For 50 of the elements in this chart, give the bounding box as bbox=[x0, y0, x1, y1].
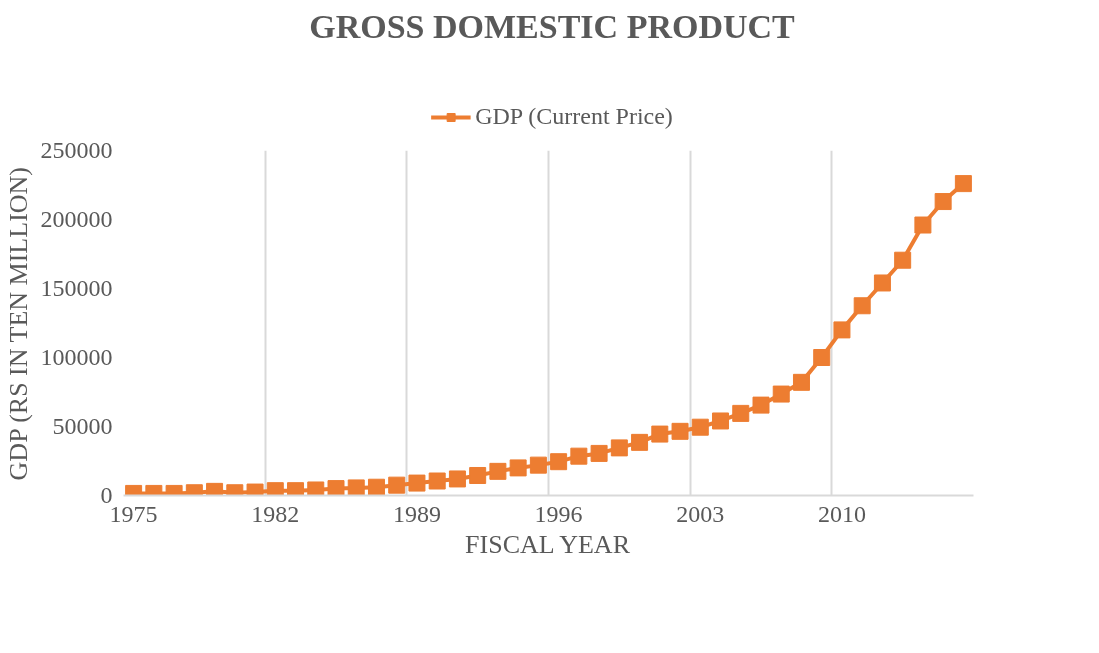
chart-title: GROSS DOMESTIC PRODUCT bbox=[309, 7, 796, 45]
point bbox=[327, 480, 345, 496]
point bbox=[428, 472, 446, 490]
y-tick-label: 250000 bbox=[40, 137, 113, 163]
x-tick-label: 1989 bbox=[392, 500, 441, 527]
point bbox=[388, 476, 406, 494]
point bbox=[894, 251, 912, 269]
point bbox=[651, 425, 669, 443]
point bbox=[529, 456, 547, 474]
point bbox=[732, 404, 750, 422]
point bbox=[954, 175, 972, 193]
point bbox=[833, 321, 851, 339]
y-axis-title: GDP (RS IN TEN MILLION) bbox=[3, 167, 33, 481]
y-tick-label: 150000 bbox=[40, 275, 113, 301]
point bbox=[873, 274, 891, 292]
x-axis-title: FISCAL YEAR bbox=[465, 529, 631, 559]
point bbox=[671, 422, 689, 440]
point bbox=[266, 482, 284, 496]
point bbox=[307, 481, 325, 496]
y-tick-label: 200000 bbox=[40, 206, 113, 232]
x-tick-label: 1996 bbox=[534, 500, 583, 527]
legend-label: GDP (Current Price) bbox=[475, 103, 673, 130]
point bbox=[570, 447, 588, 465]
point bbox=[752, 396, 770, 414]
point bbox=[469, 466, 487, 484]
point bbox=[610, 439, 628, 457]
point bbox=[934, 193, 952, 211]
point bbox=[367, 478, 385, 496]
point bbox=[550, 453, 568, 471]
point bbox=[772, 385, 790, 403]
y-tick-label: 50000 bbox=[52, 413, 113, 439]
y-tick-label: 0 bbox=[100, 482, 113, 508]
point bbox=[691, 418, 709, 436]
point bbox=[408, 474, 426, 492]
point bbox=[287, 482, 305, 496]
point bbox=[489, 462, 507, 480]
point bbox=[792, 373, 810, 391]
point bbox=[509, 459, 527, 477]
point bbox=[813, 349, 831, 366]
point bbox=[590, 444, 608, 462]
x-tick-label: 1982 bbox=[251, 500, 300, 527]
point bbox=[448, 470, 466, 488]
point bbox=[712, 412, 730, 430]
x-tick-label: 2010 bbox=[817, 500, 866, 527]
point bbox=[631, 433, 649, 451]
y-tick-label: 100000 bbox=[40, 344, 113, 370]
point bbox=[347, 479, 365, 496]
x-tick-label: 2003 bbox=[676, 500, 725, 527]
point bbox=[914, 216, 932, 234]
point bbox=[853, 297, 871, 315]
